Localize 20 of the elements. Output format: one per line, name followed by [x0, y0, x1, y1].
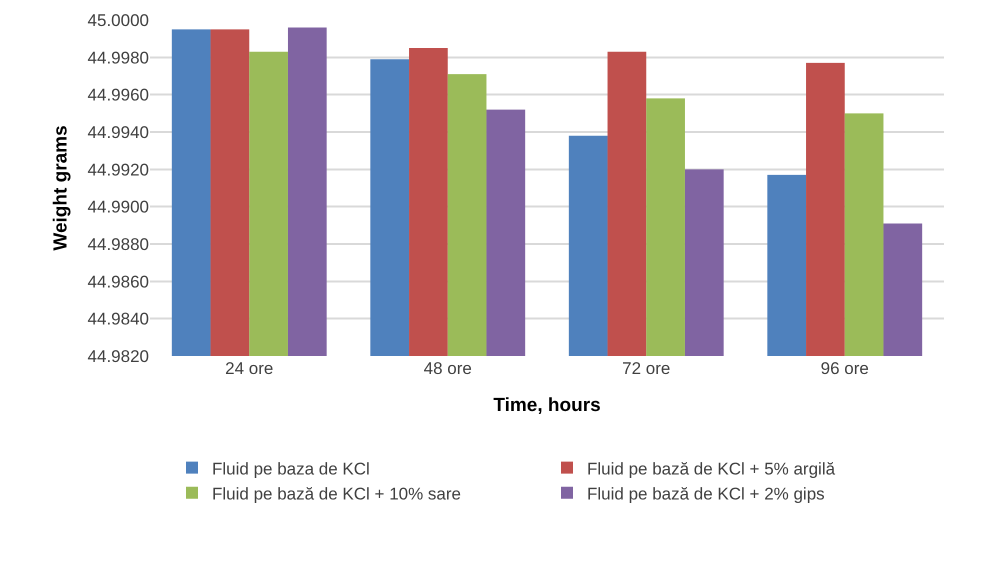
legend-label: Fluid pe bază de KCl + 5% argilă [587, 459, 836, 478]
y-tick-label: 44.9840 [88, 310, 149, 329]
y-tick-label: 44.9920 [88, 160, 149, 180]
y-tick-label: 44.9960 [88, 86, 149, 105]
y-tick-label: 44.9820 [88, 346, 149, 366]
x-tick-label: 24 ore [225, 359, 274, 378]
x-axis-title: Time, hours [493, 394, 601, 416]
y-tick-label: 44.9980 [88, 48, 149, 68]
x-tick-label: 48 ore [424, 359, 472, 378]
x-tick-label: 96 ore [820, 359, 869, 378]
y-tick-label: 44.9940 [88, 122, 149, 142]
legend-label: Fluid pe bază de KCl + 10% sare [212, 484, 462, 504]
y-tick-label: 44.9860 [88, 272, 149, 292]
x-tick-label: 72 ore [622, 359, 670, 378]
y-tick-label: 45.0000 [88, 10, 149, 30]
y-tick-label: 44.9900 [88, 198, 149, 217]
legend-label: Fluid pe baza de KCl [212, 459, 370, 478]
y-axis-title: Weight grams [50, 125, 72, 251]
y-tick-label: 44.9880 [88, 234, 149, 254]
legend-label: Fluid pe bază de KCl + 2% gips [587, 484, 825, 504]
